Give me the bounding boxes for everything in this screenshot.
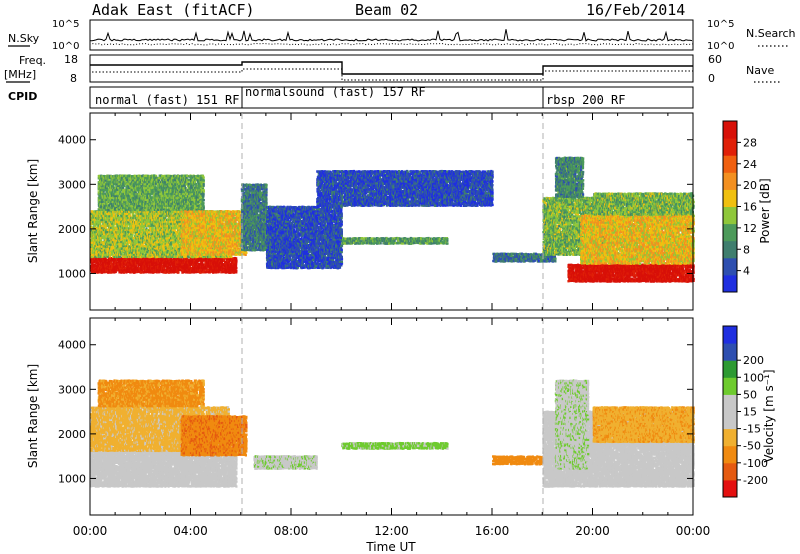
- nave-label: Nave: [746, 64, 774, 77]
- freq-right-tick-bottom: 0: [708, 72, 715, 85]
- noise-search-trace: [90, 44, 693, 46]
- date-label: 16/Feb/2014: [586, 1, 685, 19]
- cpid-panel: CPID normal (fast) 151 RF normalsound (f…: [8, 85, 693, 108]
- cpid-label: CPID: [8, 90, 37, 103]
- freq-left-tick-bottom: 8: [70, 72, 77, 85]
- noise-panel-frame: [90, 20, 693, 50]
- cpid-segment-3: rbsp 200 RF: [546, 93, 625, 107]
- noise-sky-label: N.Sky: [8, 32, 40, 45]
- noise-panel: N.Sky 10^5 10^0 10^5 10^0 N.Search: [8, 19, 796, 52]
- noise-left-tick-bottom: 10^0: [52, 41, 79, 52]
- noise-right-tick-bottom: 10^0: [707, 41, 734, 52]
- beam-label: Beam 02: [355, 1, 418, 19]
- noise-left-tick-top: 10^5: [52, 19, 79, 30]
- cpid-segment-2: normalsound (fast) 157 RF: [245, 85, 426, 99]
- freq-label-line1: Freq.: [19, 54, 46, 67]
- noise-sky-trace: [90, 29, 692, 42]
- noise-right-tick-top: 10^5: [707, 19, 734, 30]
- frequency-panel: Freq. [MHz] 18 8 60 0 Nave: [4, 53, 780, 85]
- freq-right-tick-top: 60: [708, 53, 722, 66]
- noise-search-label: N.Search: [746, 27, 796, 40]
- figure-title: Adak East (fitACF): [92, 1, 255, 19]
- freq-label-line2: [MHz]: [4, 68, 36, 81]
- power-heatmap-cells: [90, 157, 695, 283]
- freq-left-tick-top: 18: [64, 53, 78, 66]
- radar-summary-figure: Adak East (fitACF) Beam 02 16/Feb/2014 N…: [0, 0, 800, 554]
- cpid-segment-1: normal (fast) 151 RF: [95, 93, 240, 107]
- frequency-panel-frame: [90, 55, 693, 82]
